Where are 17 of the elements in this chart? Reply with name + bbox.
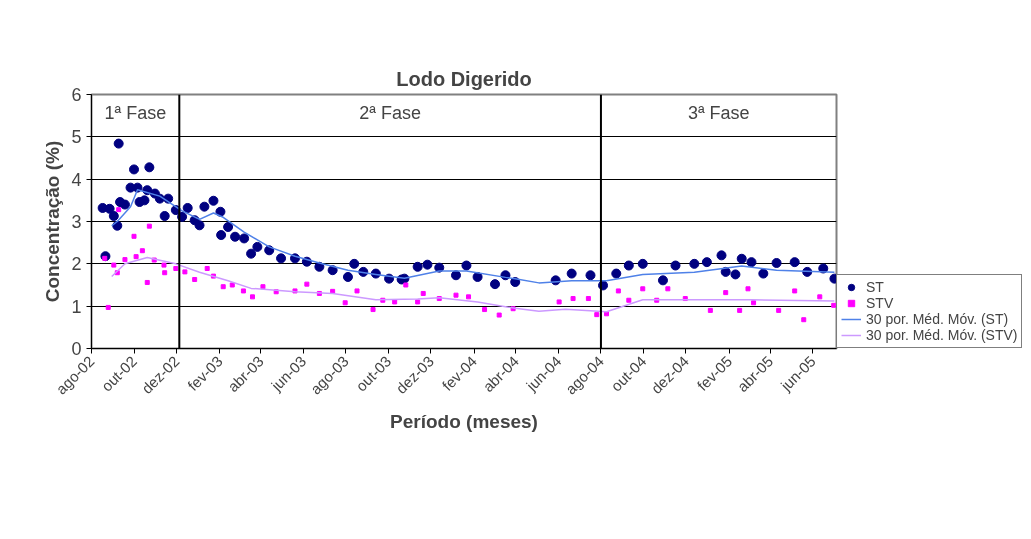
annotation: 3ª Fase — [687, 102, 750, 123]
chart-title: Lodo Digerido — [396, 67, 532, 90]
x-axis-title: Período (meses) — [390, 410, 538, 432]
legend-label: 30 por. Méd. Móv. (ST) — [866, 311, 1009, 327]
y-tick-label: 1 — [71, 296, 82, 317]
y-tick-label: 5 — [71, 127, 82, 148]
y-tick-label: 0 — [71, 339, 82, 359]
y-tick-label: 4 — [71, 169, 82, 190]
y-tick-label: 2 — [71, 254, 82, 275]
y-axis-title: Concentração (%) — [42, 140, 64, 303]
y-tick-label: 6 — [71, 85, 82, 105]
legend-label: 30 por. Méd. Móv. (STV) — [866, 327, 1018, 343]
annotation: 2ª Fase — [359, 102, 421, 123]
annotation: 1ª Fase — [104, 102, 167, 123]
legend-label: ST — [866, 279, 885, 295]
legend-label: STV — [866, 295, 894, 311]
y-tick-label: 3 — [71, 212, 82, 232]
